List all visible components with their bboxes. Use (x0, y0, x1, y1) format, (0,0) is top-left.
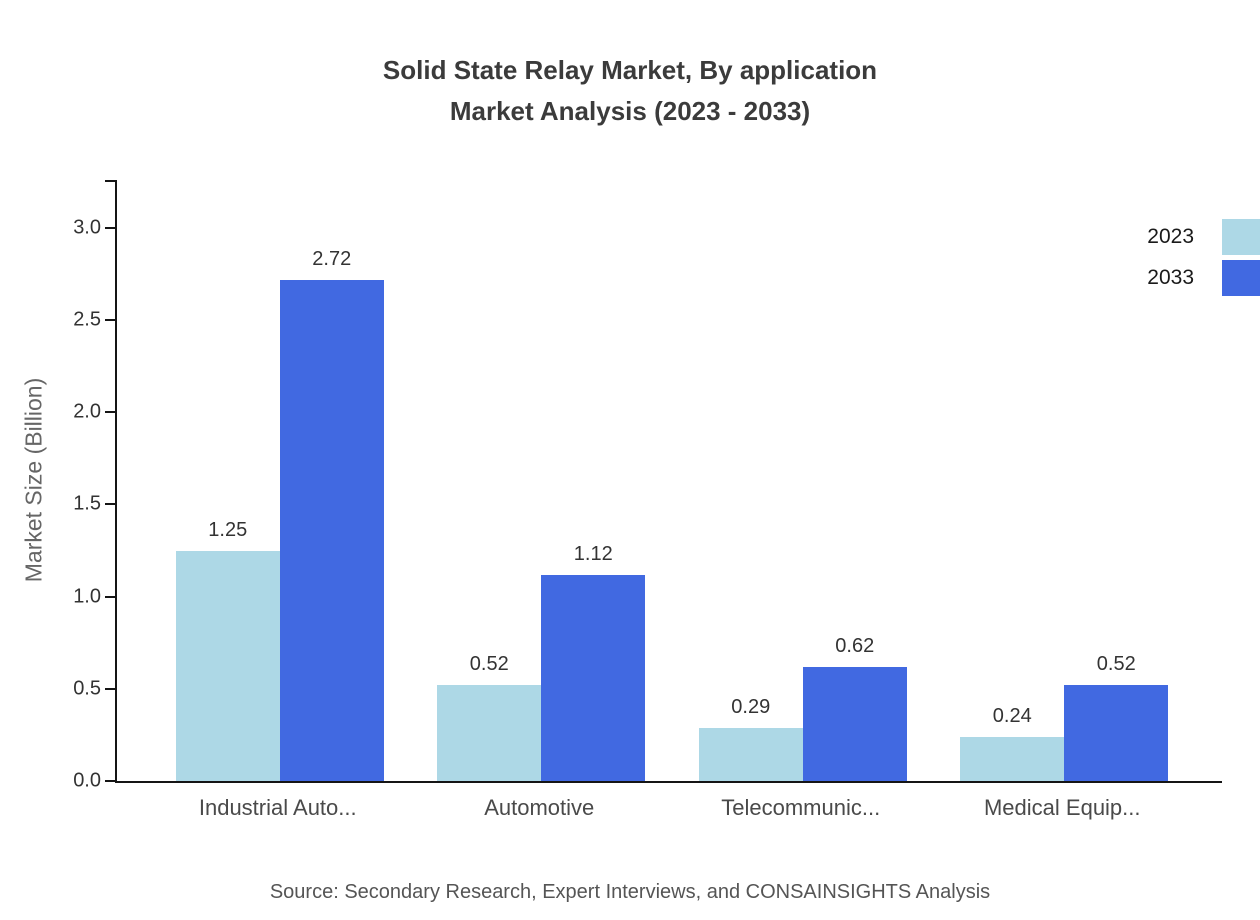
y-tick-mark (105, 780, 115, 782)
legend-item-2023: 2023 (1147, 219, 1260, 255)
y-tick-mark (105, 319, 115, 322)
bar-group: 0.24 0.52 (934, 180, 1196, 781)
x-axis-label: Automotive (484, 795, 595, 820)
y-tick-label: 1.0 (73, 585, 101, 608)
bar-2033: 0.62 (802, 635, 907, 781)
y-tick-label: 0.0 (73, 769, 101, 792)
legend-item-2033: 2033 (1147, 260, 1260, 296)
bar-value-label: 1.25 (208, 518, 248, 541)
y-tick-mark (105, 226, 115, 229)
bar-2023: 0.52 (437, 653, 542, 781)
legend-label: 2033 (1147, 266, 1194, 289)
legend-swatch (1222, 219, 1260, 255)
bar-value-label: 0.52 (469, 653, 509, 676)
y-tick-mark (105, 411, 115, 414)
bar-2033: 0.52 (1064, 653, 1169, 781)
bar-value-label: 1.12 (573, 542, 613, 565)
y-tick-label: 3.0 (73, 216, 101, 239)
bar-2033: 1.12 (541, 543, 646, 781)
legend-label: 2023 (1147, 225, 1194, 248)
bar-value-label: 0.52 (1096, 653, 1136, 676)
x-axis-label: Medical Equip... (983, 795, 1141, 820)
x-axis-labels: Industrial Auto... Automotive Telecommunic… (115, 795, 1220, 821)
bar-group: 0.52 1.12 (411, 180, 673, 781)
bar-2023: 0.29 (698, 696, 803, 781)
x-axis-label: Telecommunic... (721, 795, 881, 820)
source-note: Source: Secondary Research, Expert Inter… (269, 881, 991, 903)
y-tick-label: 2.0 (73, 400, 101, 423)
chart-title-line1: Solid State Relay Market, By application (382, 55, 878, 85)
y-tick-label: 1.5 (73, 492, 101, 515)
legend-swatch (1222, 260, 1260, 296)
bar-2023: 0.24 (960, 705, 1065, 781)
bar-2033: 2.72 (279, 248, 384, 781)
bar-group: 1.25 2.72 (149, 180, 411, 781)
bar-groups: 1.25 2.72 0.52 1.12 0.29 0.62 0.24 0.52 (117, 180, 1222, 781)
y-tick-mark (105, 595, 115, 598)
y-tick-label: 2.5 (73, 308, 101, 331)
bar-value-label: 0.24 (992, 704, 1032, 727)
y-axis-title: Market Size (Billion) (20, 377, 47, 583)
bar-value-label: 2.72 (312, 247, 352, 270)
y-tick-label: 0.5 (73, 677, 101, 700)
bar-group: 0.29 0.62 (672, 180, 934, 781)
bar-value-label: 0.62 (835, 634, 875, 657)
bar-2023: 1.25 (175, 519, 280, 781)
chart-title-line2: Market Analysis (2023 - 2033) (449, 96, 811, 126)
plot-area: 1.25 2.72 0.52 1.12 0.29 0.62 0.24 0.52 0.0 0.5 1… (73, 180, 1222, 792)
x-axis-label: Industrial Auto... (198, 795, 357, 820)
y-axis-end-tick (105, 180, 115, 182)
bar-value-label: 0.29 (731, 695, 771, 718)
chart-title: Solid State Relay Market, By application… (0, 50, 1260, 132)
y-tick-mark (105, 503, 115, 506)
legend: 2023 2033 (1147, 219, 1260, 296)
y-tick-mark (105, 687, 115, 690)
